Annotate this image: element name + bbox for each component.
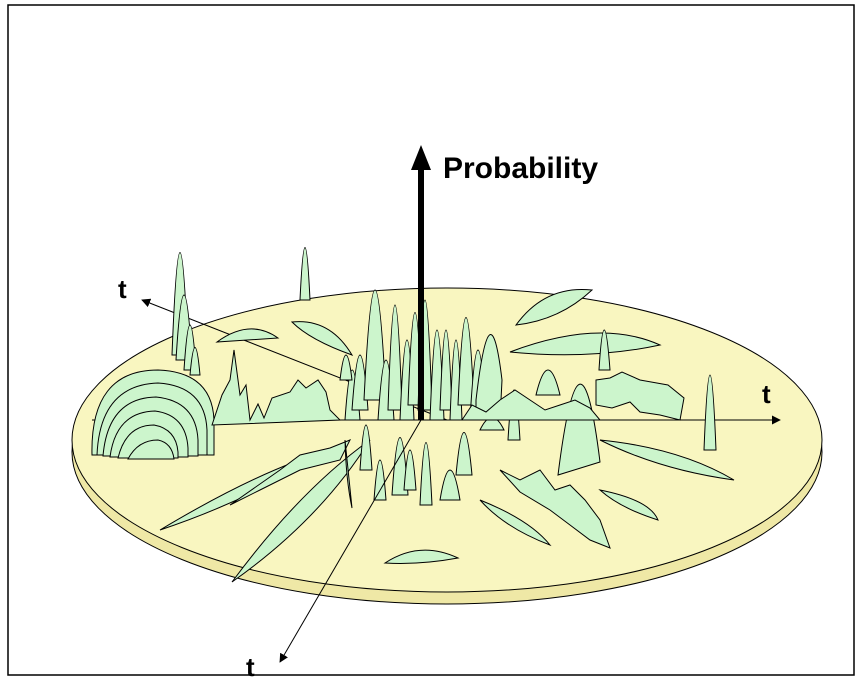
- t-axis-bottom-line: [279, 419, 422, 663]
- center-ridge: [461, 389, 602, 421]
- t-axis-right-label: t: [762, 379, 771, 409]
- probability-label: Probability: [443, 152, 598, 185]
- left-spike-cluster: [171, 252, 201, 376]
- flat-lobes: [215, 288, 735, 564]
- nested-dome-surface: [91, 369, 215, 460]
- t-axis-left-label: t: [118, 274, 127, 304]
- probability-axis-arrowhead: [411, 145, 431, 170]
- figure-frame: [7, 4, 855, 676]
- t-axis-bottom-label: t: [246, 652, 255, 679]
- radial-ribbons: [159, 439, 611, 583]
- base-disk: [71, 287, 823, 605]
- right-peaks: [419, 329, 717, 476]
- left-ridge: [211, 349, 342, 426]
